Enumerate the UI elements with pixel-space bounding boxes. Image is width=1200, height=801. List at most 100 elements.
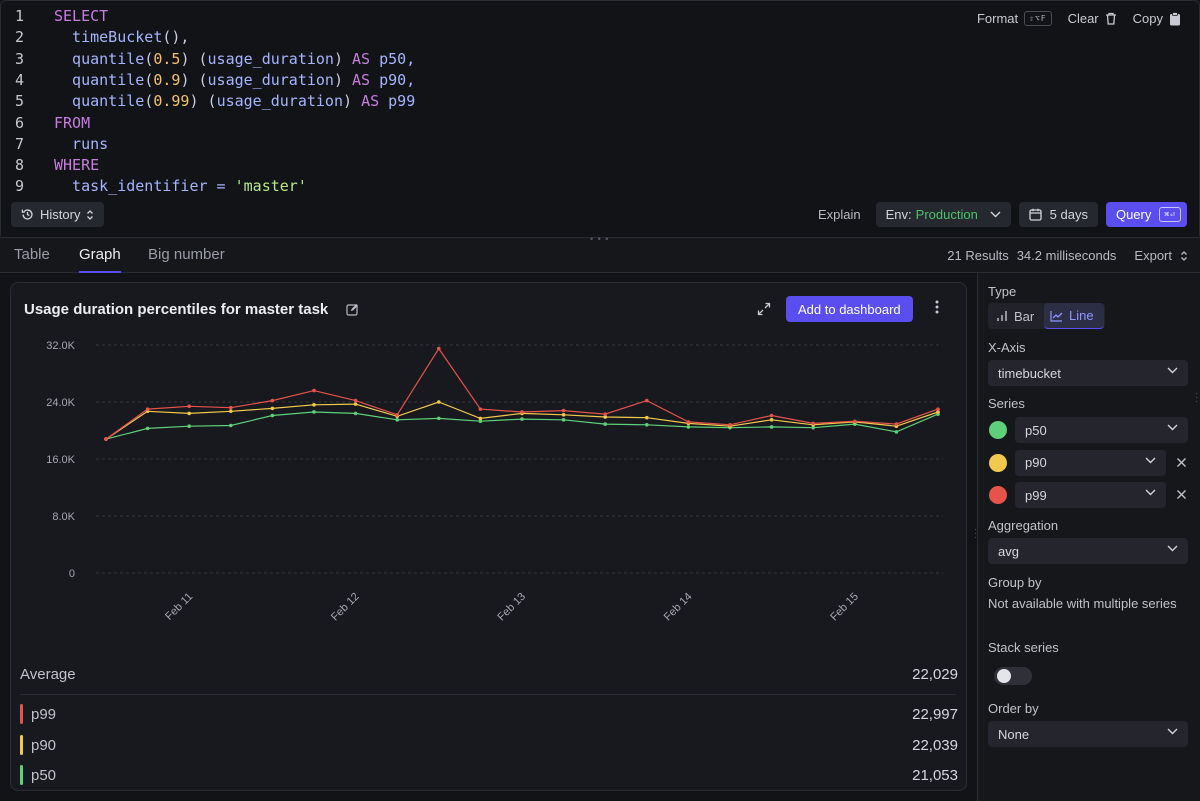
legend-row[interactable]: p90 22,039 <box>11 731 968 761</box>
export-button[interactable]: Export <box>1134 248 1172 263</box>
series-select[interactable]: p99 <box>1015 482 1166 508</box>
copy-label: Copy <box>1132 11 1163 26</box>
data-point-p99 <box>894 422 899 426</box>
query-toolbar: Explain Env: Production 5 days Query ⌘⏎ <box>818 202 1187 227</box>
x-tick-label: Feb 14 <box>662 591 695 624</box>
data-point-p50 <box>894 430 899 434</box>
series-color-dot[interactable] <box>989 421 1007 439</box>
chevron-updown-icon <box>1181 250 1187 261</box>
line-number: 8 <box>15 156 25 175</box>
code-token: (), <box>162 28 190 47</box>
env-value: Production <box>915 207 978 222</box>
data-point-p50 <box>229 423 233 428</box>
aggregation-select[interactable]: avg <box>988 538 1188 564</box>
stack-series-label: Stack series <box>988 640 1059 655</box>
history-label: History <box>40 207 81 222</box>
format-button[interactable]: Format ⇧⌥F <box>977 11 1052 26</box>
code-token: ) <box>333 49 353 68</box>
data-point-p50 <box>645 423 649 427</box>
y-tick-label: 8.0K <box>52 511 75 523</box>
data-point-p50 <box>603 422 607 426</box>
clipboard-icon <box>1170 11 1180 25</box>
tab-big-number[interactable]: Big number <box>148 246 225 263</box>
type-line-option[interactable]: Line <box>1044 303 1104 329</box>
line-number: 3 <box>15 49 25 68</box>
panel-resize-grip[interactable]: · · · <box>974 524 978 543</box>
y-tick-label: 32.0K <box>46 340 75 352</box>
history-button[interactable]: History <box>11 202 105 227</box>
line-number: 1 <box>15 7 25 25</box>
code-token: 0.5 <box>153 49 181 68</box>
orderby-label: Order by <box>988 701 1039 716</box>
code-token: 'master' <box>234 177 307 196</box>
env-select[interactable]: Env: Production <box>875 202 1011 227</box>
data-point-p90 <box>936 410 940 414</box>
chart-config-sidebar: Type Bar Line X-Axis timebucket Series p… <box>977 273 1200 801</box>
legend-row[interactable]: p99 22,997 <box>11 700 968 730</box>
orderby-select[interactable]: None <box>988 721 1188 747</box>
chevron-down-icon <box>1167 728 1178 735</box>
data-point-p99 <box>395 413 400 417</box>
data-point-p50 <box>187 424 191 429</box>
trash-icon <box>1105 12 1116 25</box>
code-token: ) <box>343 92 362 111</box>
series-select[interactable]: p50 <box>1015 417 1188 443</box>
stack-series-toggle[interactable] <box>994 667 1032 685</box>
data-point-p99 <box>520 410 524 414</box>
code-token: task_identifier = <box>54 177 235 196</box>
sidebar-resize-grip[interactable]: · · · <box>1195 388 1199 407</box>
series-select[interactable]: p90 <box>1015 449 1166 476</box>
sql-editor[interactable]: 1 SELECT 2 timeBucket(), 3 quantile(0.5) (u… <box>0 0 1200 236</box>
data-point-p90 <box>645 415 649 420</box>
date-range-button[interactable]: 5 days <box>1018 202 1098 227</box>
series-color-dot[interactable] <box>989 486 1007 504</box>
remove-series-icon[interactable] <box>1176 457 1187 468</box>
edit-icon[interactable] <box>346 303 359 316</box>
data-point-p99 <box>104 437 108 441</box>
series-color-swatch <box>20 765 23 785</box>
code-token: p50, <box>370 49 416 68</box>
line-number: 7 <box>15 134 25 153</box>
series-color-dot[interactable] <box>989 453 1007 472</box>
type-bar-option[interactable]: Bar <box>990 303 1040 329</box>
code-token: p90, <box>370 70 416 89</box>
tab-graph[interactable]: Graph <box>79 238 121 273</box>
code-token: AS <box>361 92 380 111</box>
legend-series-value: 22,039 <box>912 736 958 754</box>
code-text: FROM <box>54 113 90 134</box>
tab-table[interactable]: Table <box>14 246 50 263</box>
chevron-down-icon <box>1145 457 1156 463</box>
results-info: 21 Results 34.2 milliseconds Export <box>947 238 1188 273</box>
average-row: Average 22,029 <box>11 660 968 690</box>
line-number: 6 <box>15 113 25 132</box>
more-vertical-icon[interactable] <box>935 299 939 315</box>
resize-handle[interactable]: • • • <box>590 234 610 244</box>
xaxis-select[interactable]: timebucket <box>988 360 1188 386</box>
code-token: 0.99 <box>153 92 190 111</box>
query-button[interactable]: Query ⌘⏎ <box>1105 202 1187 227</box>
legend-row[interactable]: p50 21,053 <box>11 761 968 791</box>
legend-series-name: p90 <box>31 736 57 754</box>
chevron-down-icon <box>1145 489 1156 496</box>
remove-series-icon[interactable] <box>1176 489 1187 500</box>
code-text: SELECT <box>54 6 108 27</box>
add-to-dashboard-button[interactable]: Add to dashboard <box>786 296 913 322</box>
code-token: ) ( <box>180 70 208 89</box>
code-token: usage_duration <box>207 49 334 68</box>
copy-button[interactable]: Copy <box>1133 11 1181 26</box>
type-bar-label: Bar <box>1014 308 1035 324</box>
data-point-p90 <box>769 418 774 422</box>
series-label: Series <box>988 396 1025 411</box>
data-point-p50 <box>561 418 566 422</box>
data-point-p90 <box>187 411 191 416</box>
code-token: ( <box>144 92 154 111</box>
env-prefix: Env: <box>885 207 912 222</box>
code-text: task_identifier = 'master' <box>54 176 307 197</box>
explain-button[interactable]: Explain <box>818 207 861 222</box>
format-label: Format <box>976 11 1019 26</box>
code-token: AS <box>352 49 371 68</box>
x-tick-label: Feb 13 <box>495 591 528 624</box>
code-token: quantile <box>54 92 145 111</box>
expand-icon[interactable] <box>757 302 771 316</box>
clear-button[interactable]: Clear <box>1068 11 1117 26</box>
